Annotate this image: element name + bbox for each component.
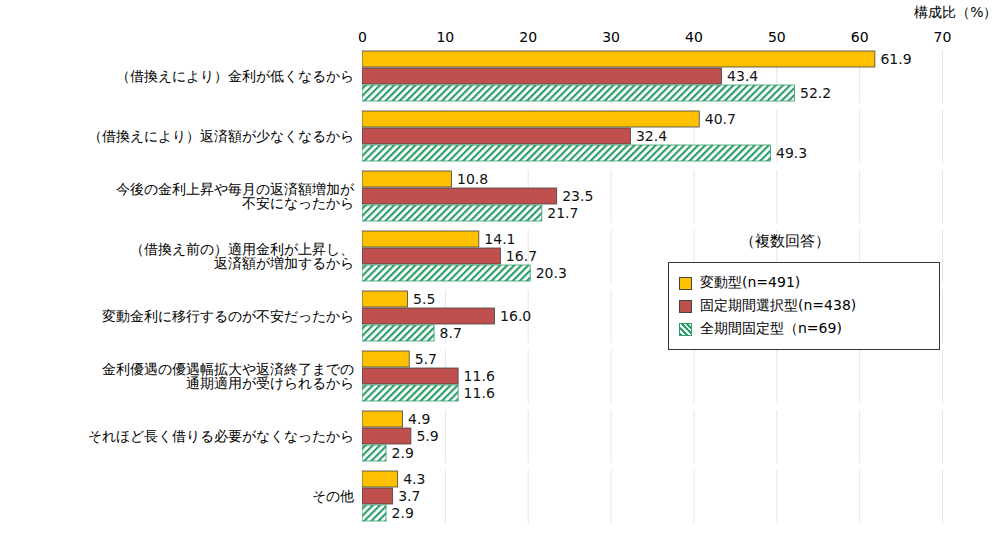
- html-text:全期間固定型（n=69): 全期間固定型（n=69): [700, 320, 842, 336]
- svg-text:60: 60: [851, 29, 869, 45]
- svg-text:40: 40: [685, 29, 703, 45]
- svg-text:16.0: 16.0: [500, 308, 531, 324]
- svg-text:32.4: 32.4: [636, 128, 667, 144]
- svg-text:5.9: 5.9: [416, 428, 438, 444]
- html-text:変動型(n=491): 変動型(n=491): [700, 274, 801, 290]
- svg-text:変動金利に移行するのが不安だったから: 変動金利に移行するのが不安だったから: [102, 308, 354, 324]
- svg-text:5.7: 5.7: [415, 351, 437, 367]
- svg-text:それほど長く借りる必要がなくなったから: それほど長く借りる必要がなくなったから: [88, 428, 354, 444]
- svg-text:20.3: 20.3: [536, 265, 567, 281]
- svg-text:8.7: 8.7: [440, 325, 462, 341]
- svg-text:（借換えにより）金利が低くなるから: （借換えにより）金利が低くなるから: [116, 68, 354, 84]
- svg-text:20: 20: [519, 29, 537, 45]
- svg-text:2.9: 2.9: [392, 445, 414, 461]
- svg-text:21.7: 21.7: [547, 205, 578, 221]
- svg-text:構成比（%）: 構成比（%）: [914, 4, 997, 20]
- svg-text:10: 10: [436, 29, 454, 45]
- svg-text:70: 70: [934, 29, 952, 45]
- svg-text:30: 30: [602, 29, 620, 45]
- svg-text:52.2: 52.2: [800, 85, 831, 101]
- svg-text:その他: その他: [312, 488, 354, 504]
- svg-text:43.4: 43.4: [727, 68, 758, 84]
- html-text:固定期間選択型(n=438): 固定期間選択型(n=438): [700, 297, 857, 313]
- svg-text:61.9: 61.9: [880, 51, 911, 67]
- svg-text:14.1: 14.1: [484, 231, 515, 247]
- svg-text:11.6: 11.6: [464, 368, 495, 384]
- svg-text:16.7: 16.7: [506, 248, 537, 264]
- svg-text:（借換えにより）返済額が少なくなるから: （借換えにより）返済額が少なくなるから: [88, 128, 354, 144]
- svg-text:49.3: 49.3: [776, 145, 807, 161]
- svg-text:3.7: 3.7: [398, 488, 420, 504]
- svg-text:40.7: 40.7: [705, 111, 736, 127]
- svg-text:5.5: 5.5: [413, 291, 435, 307]
- svg-text:（借換え前の）適用金利が上昇し、返済額が増加するから: （借換え前の）適用金利が上昇し、返済額が増加するから: [130, 241, 354, 271]
- svg-text:今後の金利上昇や毎月の返済額増加が不安になったから: 今後の金利上昇や毎月の返済額増加が不安になったから: [116, 181, 355, 211]
- svg-text:50: 50: [768, 29, 786, 45]
- svg-text:10.8: 10.8: [457, 171, 488, 187]
- svg-text:2.9: 2.9: [392, 505, 414, 521]
- svg-text:0: 0: [358, 29, 367, 45]
- html-text:（複数回答）: （複数回答）: [740, 232, 830, 250]
- svg-text:金利優遇の優遇幅拡大や返済終了までの通期適用が受けられるから: 金利優遇の優遇幅拡大や返済終了までの通期適用が受けられるから: [102, 361, 354, 391]
- svg-text:4.9: 4.9: [408, 411, 430, 427]
- svg-text:4.3: 4.3: [403, 471, 425, 487]
- svg-text:11.6: 11.6: [464, 385, 495, 401]
- svg-text:23.5: 23.5: [562, 188, 593, 204]
